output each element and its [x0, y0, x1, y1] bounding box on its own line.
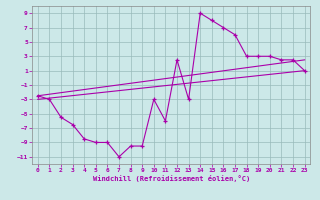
X-axis label: Windchill (Refroidissement éolien,°C): Windchill (Refroidissement éolien,°C) — [92, 175, 250, 182]
